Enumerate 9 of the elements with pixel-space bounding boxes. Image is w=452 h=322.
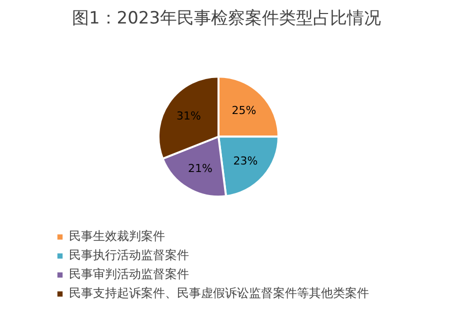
data-label: 21% bbox=[188, 162, 212, 175]
legend-label: 民事审判活动监督案件 bbox=[69, 266, 189, 283]
data-label: 23% bbox=[233, 154, 258, 168]
data-label: 25% bbox=[232, 104, 256, 118]
legend-label: 民事生效裁判案件 bbox=[69, 228, 165, 245]
chart-title: 图1：2023年民事检察案件类型占比情况 bbox=[72, 8, 382, 28]
legend-label: 民事支持起诉案件、民事虚假诉讼监督案件等其他类案件 bbox=[69, 285, 369, 302]
data-label: 31% bbox=[176, 109, 201, 122]
legend-label: 民事执行活动监督案件 bbox=[69, 247, 189, 264]
